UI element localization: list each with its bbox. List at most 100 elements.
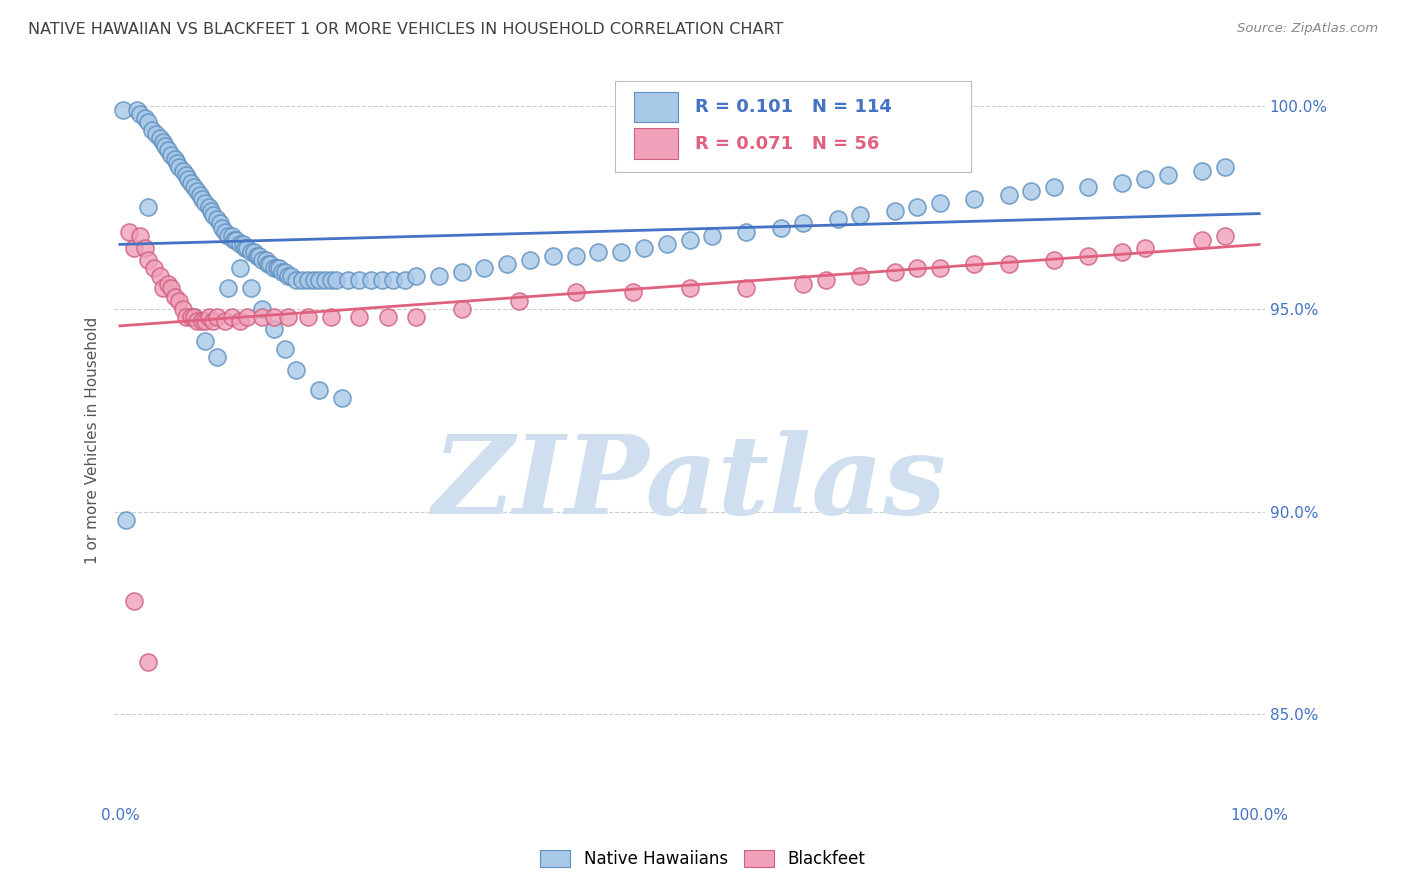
Point	[963, 257, 986, 271]
Point	[963, 192, 986, 206]
Point	[297, 273, 319, 287]
Text: NATIVE HAWAIIAN VS BLACKFEET 1 OR MORE VEHICLES IN HOUSEHOLD CORRELATION CHART: NATIVE HAWAIIAN VS BLACKFEET 1 OR MORE V…	[28, 22, 783, 37]
Point	[541, 249, 564, 263]
Point	[621, 285, 644, 300]
Point	[254, 252, 277, 267]
Point	[564, 285, 586, 300]
Point	[129, 107, 152, 121]
Point	[735, 281, 758, 295]
Point	[564, 249, 586, 263]
Point	[138, 115, 160, 129]
Point	[252, 252, 274, 267]
Point	[239, 244, 262, 259]
Point	[308, 273, 330, 287]
Point	[186, 184, 208, 198]
Point	[214, 225, 236, 239]
Point	[1111, 176, 1133, 190]
Point	[143, 261, 166, 276]
Point	[194, 334, 217, 348]
Point	[236, 241, 259, 255]
Point	[297, 310, 319, 324]
Point	[308, 383, 330, 397]
Point	[221, 310, 243, 324]
Point	[186, 314, 208, 328]
Point	[149, 131, 172, 145]
Point	[239, 281, 262, 295]
Point	[200, 204, 222, 219]
Point	[228, 314, 250, 328]
Text: ZIPatlas: ZIPatlas	[433, 430, 946, 538]
Point	[156, 144, 179, 158]
Point	[118, 225, 141, 239]
Point	[815, 273, 838, 287]
Point	[191, 192, 214, 206]
Point	[1213, 160, 1236, 174]
Point	[997, 188, 1019, 202]
Point	[122, 241, 145, 255]
Point	[141, 123, 163, 137]
Point	[266, 261, 288, 276]
Point	[145, 127, 167, 141]
Point	[347, 273, 370, 287]
Point	[849, 208, 872, 222]
Point	[277, 269, 299, 284]
Point	[129, 228, 152, 243]
Point	[735, 225, 758, 239]
Point	[152, 281, 174, 295]
Point	[997, 257, 1019, 271]
Point	[172, 163, 194, 178]
Y-axis label: 1 or more Vehicles in Household: 1 or more Vehicles in Household	[86, 317, 100, 564]
Point	[205, 310, 228, 324]
Point	[360, 273, 382, 287]
Point	[269, 261, 291, 276]
Point	[246, 249, 269, 263]
Point	[883, 204, 905, 219]
Point	[263, 322, 285, 336]
Point	[183, 310, 205, 324]
Point	[167, 293, 190, 308]
Point	[655, 236, 678, 251]
Point	[205, 212, 228, 227]
Point	[792, 217, 814, 231]
Point	[792, 277, 814, 292]
Point	[905, 200, 928, 214]
FancyBboxPatch shape	[614, 81, 972, 172]
Point	[174, 310, 197, 324]
Point	[259, 257, 281, 271]
Point	[160, 147, 183, 161]
Point	[1021, 184, 1043, 198]
Point	[138, 655, 160, 669]
Point	[330, 391, 353, 405]
Point	[197, 200, 219, 214]
Point	[217, 281, 239, 295]
Point	[1191, 233, 1213, 247]
Point	[319, 310, 342, 324]
Point	[1135, 241, 1157, 255]
Point	[163, 289, 186, 303]
Point	[236, 310, 259, 324]
Point	[678, 233, 700, 247]
Point	[167, 160, 190, 174]
Point	[149, 269, 172, 284]
Point	[291, 273, 314, 287]
Point	[252, 301, 274, 316]
Point	[134, 111, 156, 125]
Point	[1157, 168, 1180, 182]
Point	[228, 236, 250, 251]
Point	[427, 269, 450, 284]
Point	[519, 252, 541, 267]
Point	[905, 261, 928, 276]
Point	[285, 362, 308, 376]
Point	[769, 220, 792, 235]
Point	[849, 269, 872, 284]
Point	[274, 343, 297, 357]
Point	[152, 136, 174, 150]
Point	[202, 208, 225, 222]
Point	[1077, 249, 1099, 263]
Point	[347, 310, 370, 324]
Point	[233, 241, 256, 255]
Point	[929, 196, 952, 211]
Point	[209, 217, 232, 231]
Point	[125, 103, 148, 117]
Point	[155, 139, 177, 153]
